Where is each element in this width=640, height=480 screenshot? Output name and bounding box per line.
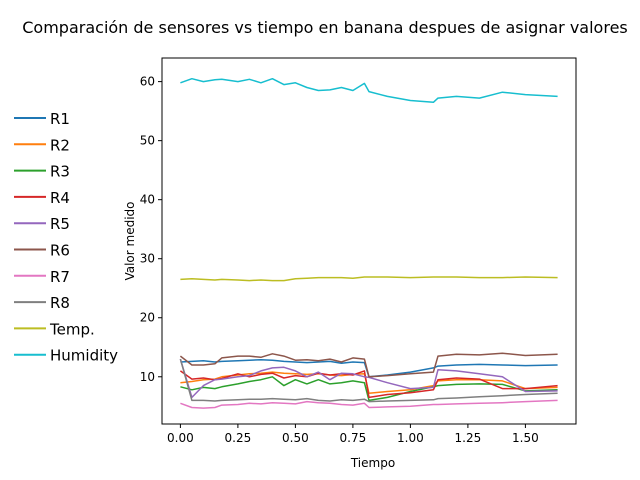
legend-label-7: R8 <box>50 294 70 312</box>
plot-frame <box>161 57 577 425</box>
x-tick-label-6: 1.50 <box>512 431 539 445</box>
legend-label-0: R1 <box>50 110 70 128</box>
series-line-7 <box>179 358 558 403</box>
legend: R1 R2 R3 R4 R5 R6 R7 R8 Temp. Humidity <box>14 110 118 365</box>
series-line-9 <box>180 77 558 104</box>
legend-label-4: R5 <box>50 215 70 233</box>
x-tick-label-3: 0.75 <box>340 431 367 445</box>
series-layer <box>179 77 558 409</box>
y-tick-label-1: 20 <box>140 311 155 325</box>
series-line-3 <box>179 370 558 399</box>
series-line-8 <box>180 276 558 282</box>
chart-title: Comparación de sensores vs tiempo en ban… <box>22 18 628 37</box>
y-tick-label-5: 60 <box>140 75 155 89</box>
y-tick-label-3: 40 <box>140 193 155 207</box>
series-line-5 <box>179 352 558 378</box>
x-tick-label-5: 1.25 <box>455 431 482 445</box>
legend-label-9: Humidity <box>50 347 118 365</box>
series-line-6 <box>180 399 558 409</box>
x-tick-label-0: 0.00 <box>167 431 194 445</box>
y-tick-label-4: 50 <box>140 134 155 148</box>
x-tick-label-2: 0.50 <box>282 431 309 445</box>
legend-label-8: Temp. <box>49 320 95 338</box>
y-tick-label-0: 10 <box>140 370 155 384</box>
legend-label-5: R6 <box>50 242 70 260</box>
series-line-2 <box>180 376 558 402</box>
x-axis: 0.00 0.25 0.50 0.75 1.00 1.25 1.50 <box>167 424 539 445</box>
legend-label-2: R3 <box>50 163 70 181</box>
y-axis: 10 20 30 40 50 60 <box>140 75 162 384</box>
y-axis-label: Valor medido <box>123 201 137 280</box>
series-line-0 <box>180 358 558 378</box>
legend-label-1: R2 <box>50 136 70 154</box>
x-tick-label-4: 1.00 <box>397 431 424 445</box>
legend-label-3: R4 <box>50 189 70 207</box>
x-axis-label: Tiempo <box>350 456 395 470</box>
y-tick-label-2: 30 <box>140 252 155 266</box>
legend-label-6: R7 <box>50 268 70 286</box>
series-line-4 <box>179 358 558 399</box>
x-tick-label-1: 0.25 <box>225 431 252 445</box>
